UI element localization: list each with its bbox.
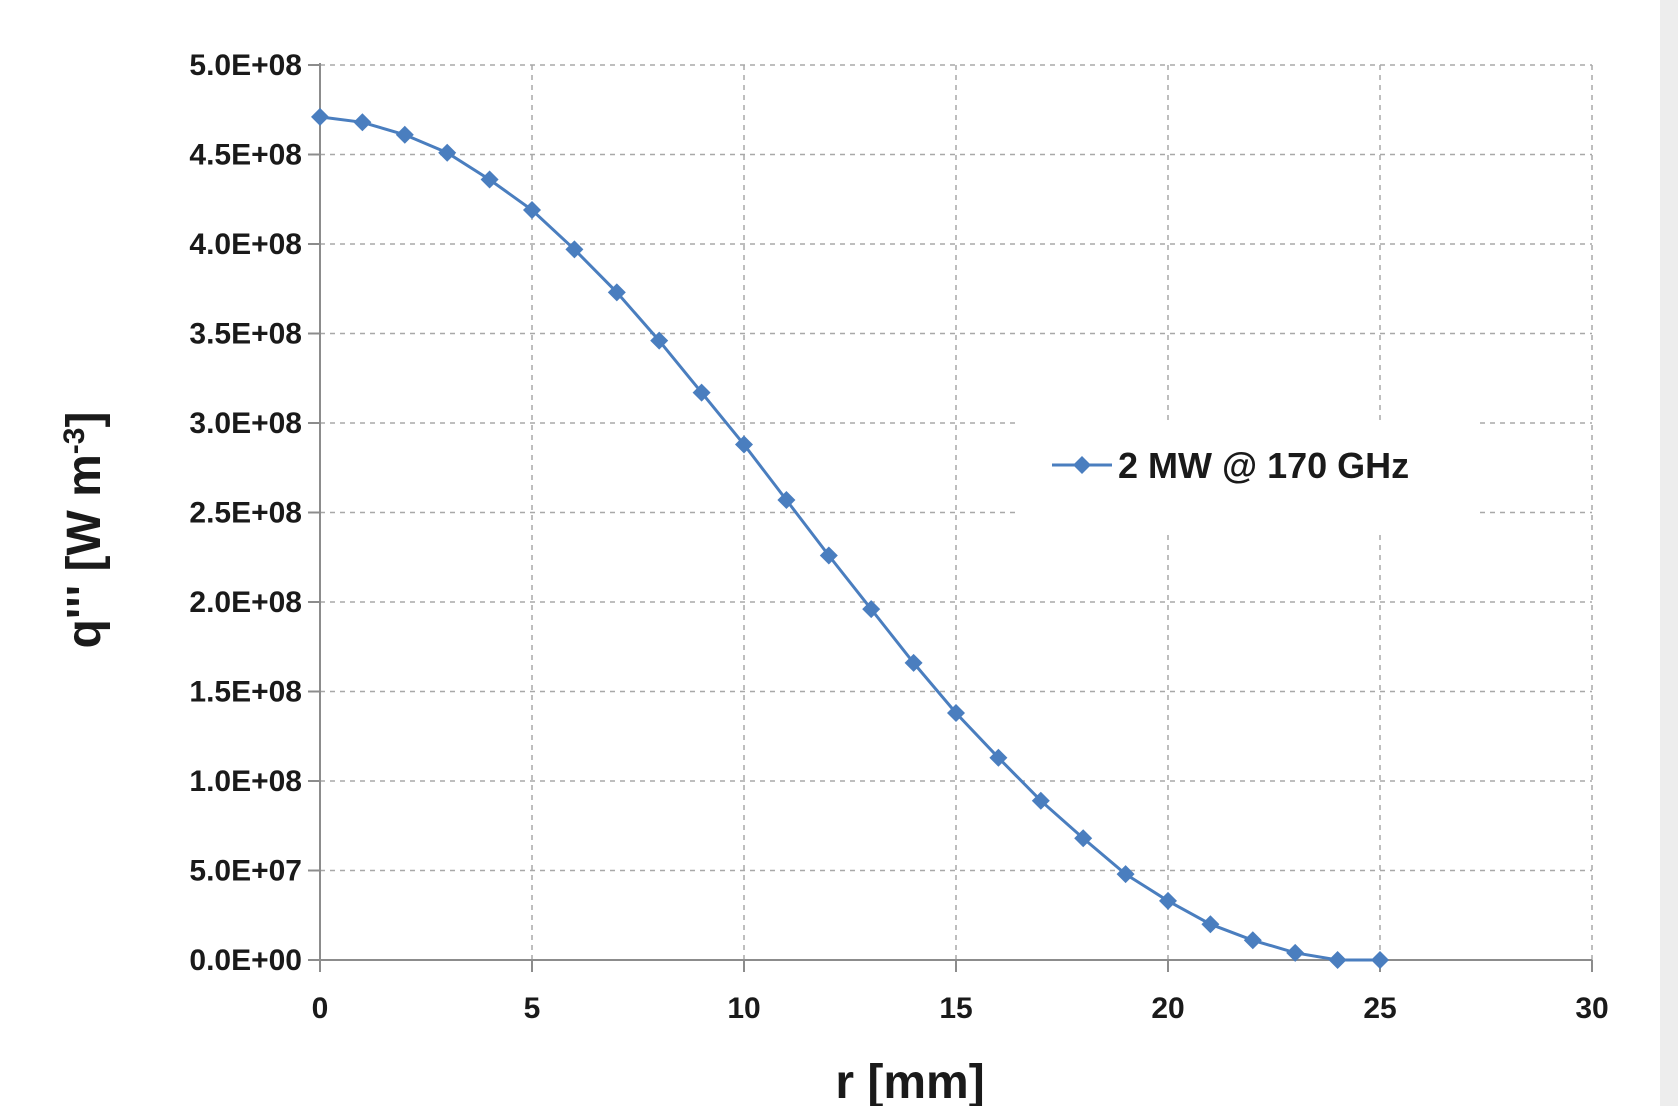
y-axis-title-main: q''' [W m <box>58 454 111 648</box>
data-point <box>395 125 414 144</box>
y-axis-title: q''' [W m-3] <box>58 412 112 649</box>
data-point <box>819 546 838 565</box>
window-right-edge <box>1660 0 1678 1106</box>
x-tick-label: 10 <box>727 992 760 1025</box>
data-point <box>1243 931 1262 950</box>
data-point <box>1074 829 1093 848</box>
y-tick-label: 4.5E+08 <box>189 139 302 172</box>
data-point <box>438 143 457 162</box>
data-point <box>904 653 923 672</box>
data-point <box>692 383 711 402</box>
x-tick-label: 20 <box>1151 992 1184 1025</box>
legend-marker <box>1073 456 1091 474</box>
data-point <box>1116 865 1135 884</box>
data-point <box>480 170 499 189</box>
data-point <box>650 331 669 350</box>
y-tick-label: 2.5E+08 <box>189 497 302 530</box>
legend-label: 2 MW @ 170 GHz <box>1118 445 1409 486</box>
y-tick-label: 1.0E+08 <box>189 765 302 798</box>
y-axis-title-superscript: -3 <box>58 428 91 455</box>
y-tick-label: 4.0E+08 <box>189 228 302 261</box>
data-point <box>989 748 1008 767</box>
y-tick-label: 1.5E+08 <box>189 676 302 709</box>
x-tick-label: 15 <box>939 992 972 1025</box>
data-point <box>735 435 753 454</box>
y-tick-label: 0.0E+00 <box>189 944 302 977</box>
y-axis-title-suffix: ] <box>58 412 111 428</box>
data-point <box>1159 891 1177 910</box>
y-tick-label: 5.0E+08 <box>189 49 302 82</box>
legend-box <box>1020 420 1480 530</box>
x-tick-label: 25 <box>1363 992 1396 1025</box>
data-point <box>862 600 881 619</box>
data-point <box>1328 951 1347 969</box>
data-point <box>1286 943 1305 962</box>
y-tick-label: 3.0E+08 <box>189 407 302 440</box>
data-point <box>311 107 329 126</box>
series-plot <box>311 107 1389 969</box>
y-tick-label: 5.0E+07 <box>189 855 302 888</box>
x-tick-label: 0 <box>312 992 329 1025</box>
y-tick-labels: 0.0E+00 5.0E+07 1.0E+08 1.5E+08 2.0E+08 2.5E+… <box>189 49 302 977</box>
y-tick-label: 3.5E+08 <box>189 318 302 351</box>
x-axis-title: r [mm] <box>835 1056 984 1106</box>
series-line <box>319 115 1380 962</box>
x-tick-labels: 0 5 10 15 20 25 30 <box>312 992 1609 1025</box>
data-point <box>1201 915 1220 934</box>
data-point <box>523 200 541 219</box>
y-tick-label: 2.0E+08 <box>189 586 302 619</box>
data-point <box>1371 951 1389 969</box>
data-point <box>1031 791 1050 810</box>
x-tick-label: 5 <box>524 992 541 1025</box>
x-tick-label: 30 <box>1575 992 1608 1025</box>
data-point <box>947 703 965 722</box>
data-point <box>607 283 626 302</box>
data-point <box>353 113 372 132</box>
data-point <box>777 490 796 509</box>
data-point <box>565 240 584 259</box>
